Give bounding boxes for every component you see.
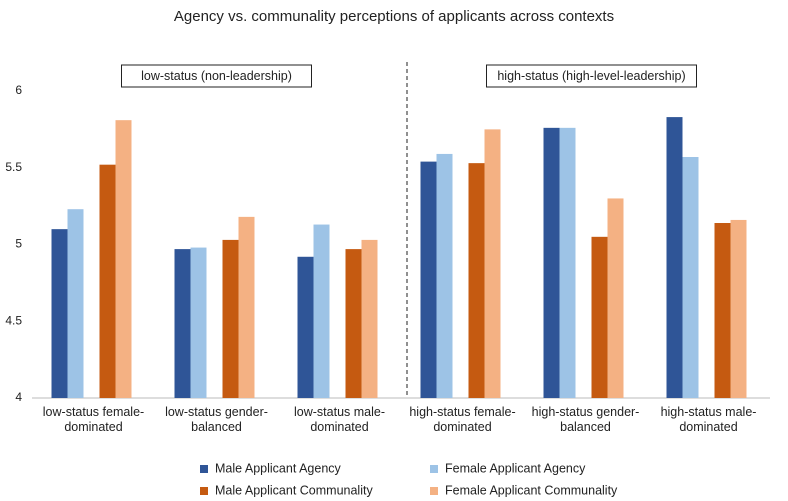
annotation-box xyxy=(486,64,697,88)
bar xyxy=(730,219,747,398)
bar xyxy=(99,164,116,398)
bar xyxy=(714,223,731,398)
bar xyxy=(115,120,132,398)
x-tick-label: high-status gender-balanced xyxy=(531,405,640,434)
chart-title: Agency vs. communality perceptions of ap… xyxy=(174,8,614,25)
x-tick-label: high-status male-dominated xyxy=(660,405,757,434)
x-tick-label: high-status female-dominated xyxy=(409,405,516,434)
bar xyxy=(559,127,576,398)
y-tick-label: 5 xyxy=(15,237,22,251)
bar xyxy=(174,249,191,398)
bar xyxy=(436,153,453,398)
bar xyxy=(345,249,362,398)
bar xyxy=(543,127,560,398)
y-tick-label: 5.5 xyxy=(5,160,22,174)
bar xyxy=(313,224,330,398)
annotation: low-status (non-leadership) xyxy=(141,69,292,83)
legend-swatch xyxy=(430,487,438,495)
bar xyxy=(190,247,207,398)
bar xyxy=(607,198,624,398)
bar xyxy=(222,239,239,398)
y-tick-label: 4.5 xyxy=(5,313,22,327)
bar xyxy=(361,239,378,398)
annotation-box xyxy=(121,64,312,88)
legend-label: Male Applicant Communality xyxy=(215,483,373,497)
y-tick-label: 4 xyxy=(15,390,22,404)
legend-swatch xyxy=(430,465,438,473)
y-tick-label: 6 xyxy=(15,83,22,97)
bar xyxy=(484,129,501,398)
bar xyxy=(468,163,485,398)
bar xyxy=(51,229,68,398)
legend-label: Female Applicant Agency xyxy=(445,461,586,475)
annotation: high-status (high-level-leadership) xyxy=(497,69,685,83)
legend-swatch xyxy=(200,487,208,495)
bar xyxy=(682,157,699,398)
legend-label: Male Applicant Agency xyxy=(215,461,342,475)
bar xyxy=(666,117,683,398)
x-tick-label: low-status female-dominated xyxy=(42,405,145,434)
bar xyxy=(297,256,314,398)
x-tick-label: low-status male-dominated xyxy=(294,405,385,434)
x-tick-label: low-status gender-balanced xyxy=(165,405,268,434)
bar xyxy=(420,161,437,398)
bar xyxy=(238,216,255,398)
bar xyxy=(67,209,84,398)
legend-label: Female Applicant Communality xyxy=(445,483,618,497)
legend-swatch xyxy=(200,465,208,473)
bar xyxy=(591,236,608,398)
